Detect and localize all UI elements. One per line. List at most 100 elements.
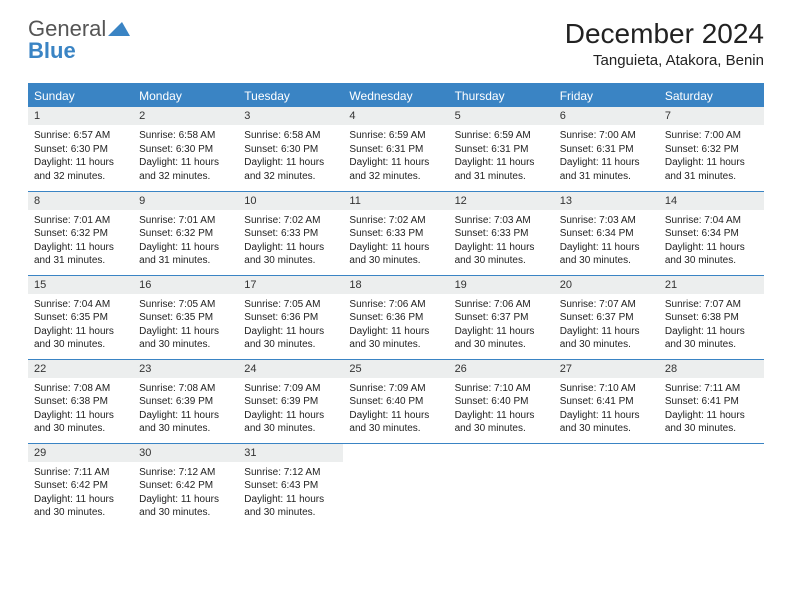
calendar-day-cell: [554, 443, 659, 527]
day-details: Sunrise: 7:01 AMSunset: 6:32 PMDaylight:…: [133, 210, 238, 272]
day-details: Sunrise: 7:02 AMSunset: 6:33 PMDaylight:…: [343, 210, 448, 272]
calendar-day-cell: 29Sunrise: 7:11 AMSunset: 6:42 PMDayligh…: [28, 443, 133, 527]
day-details: Sunrise: 6:59 AMSunset: 6:31 PMDaylight:…: [449, 125, 554, 187]
day-details: Sunrise: 7:11 AMSunset: 6:42 PMDaylight:…: [28, 462, 133, 524]
day-details: Sunrise: 7:02 AMSunset: 6:33 PMDaylight:…: [238, 210, 343, 272]
calendar-day-cell: 11Sunrise: 7:02 AMSunset: 6:33 PMDayligh…: [343, 191, 448, 275]
day-number: 6: [554, 107, 659, 125]
day-header: Monday: [133, 84, 238, 107]
day-number: 26: [449, 360, 554, 378]
day-number: 5: [449, 107, 554, 125]
calendar-day-cell: 19Sunrise: 7:06 AMSunset: 6:37 PMDayligh…: [449, 275, 554, 359]
calendar-day-cell: [659, 443, 764, 527]
day-number: 27: [554, 360, 659, 378]
day-number: 7: [659, 107, 764, 125]
day-number: 10: [238, 192, 343, 210]
day-details: Sunrise: 7:03 AMSunset: 6:33 PMDaylight:…: [449, 210, 554, 272]
day-details: Sunrise: 7:10 AMSunset: 6:41 PMDaylight:…: [554, 378, 659, 440]
calendar-day-cell: 6Sunrise: 7:00 AMSunset: 6:31 PMDaylight…: [554, 107, 659, 191]
calendar-day-cell: 1Sunrise: 6:57 AMSunset: 6:30 PMDaylight…: [28, 107, 133, 191]
day-number: 8: [28, 192, 133, 210]
calendar-day-cell: 4Sunrise: 6:59 AMSunset: 6:31 PMDaylight…: [343, 107, 448, 191]
calendar-day-cell: 30Sunrise: 7:12 AMSunset: 6:42 PMDayligh…: [133, 443, 238, 527]
day-details: Sunrise: 6:58 AMSunset: 6:30 PMDaylight:…: [238, 125, 343, 187]
day-number: 9: [133, 192, 238, 210]
calendar-day-cell: 24Sunrise: 7:09 AMSunset: 6:39 PMDayligh…: [238, 359, 343, 443]
day-number: 29: [28, 444, 133, 462]
calendar-day-cell: 5Sunrise: 6:59 AMSunset: 6:31 PMDaylight…: [449, 107, 554, 191]
day-number: 1: [28, 107, 133, 125]
day-details: Sunrise: 7:05 AMSunset: 6:35 PMDaylight:…: [133, 294, 238, 356]
day-details: Sunrise: 7:11 AMSunset: 6:41 PMDaylight:…: [659, 378, 764, 440]
calendar-head: SundayMondayTuesdayWednesdayThursdayFrid…: [28, 84, 764, 107]
day-details: Sunrise: 7:05 AMSunset: 6:36 PMDaylight:…: [238, 294, 343, 356]
day-header: Wednesday: [343, 84, 448, 107]
day-details: Sunrise: 7:04 AMSunset: 6:34 PMDaylight:…: [659, 210, 764, 272]
calendar-body: 1Sunrise: 6:57 AMSunset: 6:30 PMDaylight…: [28, 107, 764, 527]
calendar-day-cell: 21Sunrise: 7:07 AMSunset: 6:38 PMDayligh…: [659, 275, 764, 359]
day-details: Sunrise: 7:03 AMSunset: 6:34 PMDaylight:…: [554, 210, 659, 272]
day-header: Saturday: [659, 84, 764, 107]
calendar-day-cell: 31Sunrise: 7:12 AMSunset: 6:43 PMDayligh…: [238, 443, 343, 527]
calendar-day-cell: 10Sunrise: 7:02 AMSunset: 6:33 PMDayligh…: [238, 191, 343, 275]
day-details: Sunrise: 7:09 AMSunset: 6:39 PMDaylight:…: [238, 378, 343, 440]
day-details: Sunrise: 7:06 AMSunset: 6:37 PMDaylight:…: [449, 294, 554, 356]
calendar-day-cell: 13Sunrise: 7:03 AMSunset: 6:34 PMDayligh…: [554, 191, 659, 275]
day-number: 31: [238, 444, 343, 462]
logo-triangle-icon: [108, 18, 130, 40]
day-number: 19: [449, 276, 554, 294]
day-details: Sunrise: 7:07 AMSunset: 6:38 PMDaylight:…: [659, 294, 764, 356]
day-number: 22: [28, 360, 133, 378]
day-details: Sunrise: 7:04 AMSunset: 6:35 PMDaylight:…: [28, 294, 133, 356]
calendar-day-cell: 27Sunrise: 7:10 AMSunset: 6:41 PMDayligh…: [554, 359, 659, 443]
calendar-day-cell: 25Sunrise: 7:09 AMSunset: 6:40 PMDayligh…: [343, 359, 448, 443]
calendar-week-row: 29Sunrise: 7:11 AMSunset: 6:42 PMDayligh…: [28, 443, 764, 527]
day-number: 3: [238, 107, 343, 125]
day-number: 4: [343, 107, 448, 125]
day-number: 25: [343, 360, 448, 378]
calendar-day-cell: 3Sunrise: 6:58 AMSunset: 6:30 PMDaylight…: [238, 107, 343, 191]
calendar-day-cell: 9Sunrise: 7:01 AMSunset: 6:32 PMDaylight…: [133, 191, 238, 275]
day-number: 21: [659, 276, 764, 294]
calendar-table: SundayMondayTuesdayWednesdayThursdayFrid…: [28, 83, 764, 527]
day-number: 13: [554, 192, 659, 210]
calendar-day-cell: 26Sunrise: 7:10 AMSunset: 6:40 PMDayligh…: [449, 359, 554, 443]
logo: General Blue: [28, 18, 130, 62]
calendar-day-cell: 22Sunrise: 7:08 AMSunset: 6:38 PMDayligh…: [28, 359, 133, 443]
title-block: December 2024 Tanguieta, Atakora, Benin: [565, 18, 764, 69]
calendar-day-cell: [449, 443, 554, 527]
day-header: Sunday: [28, 84, 133, 107]
calendar-day-cell: 7Sunrise: 7:00 AMSunset: 6:32 PMDaylight…: [659, 107, 764, 191]
day-details: Sunrise: 6:59 AMSunset: 6:31 PMDaylight:…: [343, 125, 448, 187]
calendar-week-row: 8Sunrise: 7:01 AMSunset: 6:32 PMDaylight…: [28, 191, 764, 275]
day-details: Sunrise: 7:12 AMSunset: 6:43 PMDaylight:…: [238, 462, 343, 524]
day-number: 30: [133, 444, 238, 462]
day-details: Sunrise: 7:01 AMSunset: 6:32 PMDaylight:…: [28, 210, 133, 272]
day-number: 28: [659, 360, 764, 378]
calendar-day-cell: 14Sunrise: 7:04 AMSunset: 6:34 PMDayligh…: [659, 191, 764, 275]
day-header: Thursday: [449, 84, 554, 107]
day-number: 12: [449, 192, 554, 210]
calendar-day-cell: 23Sunrise: 7:08 AMSunset: 6:39 PMDayligh…: [133, 359, 238, 443]
day-details: Sunrise: 7:06 AMSunset: 6:36 PMDaylight:…: [343, 294, 448, 356]
calendar-week-row: 15Sunrise: 7:04 AMSunset: 6:35 PMDayligh…: [28, 275, 764, 359]
day-number: 20: [554, 276, 659, 294]
logo-word-blue: Blue: [28, 38, 76, 63]
day-details: Sunrise: 6:57 AMSunset: 6:30 PMDaylight:…: [28, 125, 133, 187]
calendar-week-row: 22Sunrise: 7:08 AMSunset: 6:38 PMDayligh…: [28, 359, 764, 443]
day-details: Sunrise: 7:08 AMSunset: 6:38 PMDaylight:…: [28, 378, 133, 440]
location-subtitle: Tanguieta, Atakora, Benin: [565, 52, 764, 69]
calendar-day-cell: 18Sunrise: 7:06 AMSunset: 6:36 PMDayligh…: [343, 275, 448, 359]
day-details: Sunrise: 7:08 AMSunset: 6:39 PMDaylight:…: [133, 378, 238, 440]
calendar-day-cell: 28Sunrise: 7:11 AMSunset: 6:41 PMDayligh…: [659, 359, 764, 443]
calendar-day-cell: 8Sunrise: 7:01 AMSunset: 6:32 PMDaylight…: [28, 191, 133, 275]
calendar-day-cell: 15Sunrise: 7:04 AMSunset: 6:35 PMDayligh…: [28, 275, 133, 359]
day-number: 2: [133, 107, 238, 125]
day-header: Tuesday: [238, 84, 343, 107]
day-details: Sunrise: 7:10 AMSunset: 6:40 PMDaylight:…: [449, 378, 554, 440]
calendar-day-cell: 12Sunrise: 7:03 AMSunset: 6:33 PMDayligh…: [449, 191, 554, 275]
calendar-day-cell: 17Sunrise: 7:05 AMSunset: 6:36 PMDayligh…: [238, 275, 343, 359]
day-number: 18: [343, 276, 448, 294]
day-number: 16: [133, 276, 238, 294]
day-details: Sunrise: 7:00 AMSunset: 6:32 PMDaylight:…: [659, 125, 764, 187]
